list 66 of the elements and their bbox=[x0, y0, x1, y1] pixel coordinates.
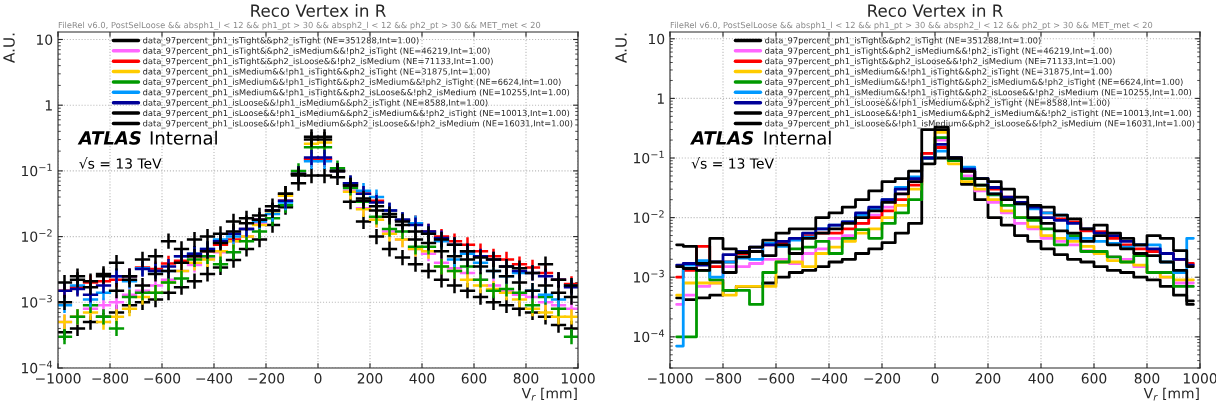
legend-label: data_97percent_ph1_isMedium&&!ph1_isTight&&ph2_isLoose&&!ph2_isMedium (NE=10255,Int=1.00) bbox=[143, 88, 570, 98]
legend-label: data_97percent_ph1_isMedium&&!ph1_isTight&&ph2_isLoose&&!ph2_isMedium (NE=10255,Int=1.00) bbox=[765, 88, 1192, 98]
y-tick-label: 10$^{−1}$ bbox=[634, 150, 664, 164]
x-tick-label: 600 bbox=[461, 373, 487, 384]
text: FileRel v6.0, PostSelLoose && absph1_l < 12 && ph1_pt > 30 && absph2_l < 12 && ph2_pt > 30 && MET_met < 20 bbox=[58, 21, 541, 30]
legend-label: data_97percent_ph1_isLoose&&!ph1_isMedium&&ph2_isTight (NE=8588,Int=1.00) bbox=[143, 99, 488, 108]
annotation: ATLAS bbox=[77, 131, 141, 145]
annotation: ATLAS bbox=[690, 131, 754, 145]
x-tick-label: 400 bbox=[409, 373, 435, 384]
text: FileRel v6.0, PostSelLoose && absph1_l < 12 && ph1_pt > 30 && absph2_l < 12 && ph2_pt > 30 && MET_met < 20 bbox=[670, 21, 1153, 30]
x-tick-label: 1000 bbox=[1183, 373, 1216, 384]
annotation: √s = 13 TeV bbox=[691, 157, 774, 169]
y-tick-label: 10$^{−4}$ bbox=[22, 360, 53, 374]
legend-label: data_97percent_ph1_isTight&&ph2_isTight (NE=351288,Int=1.00) bbox=[143, 37, 419, 46]
annotation: Internal bbox=[150, 130, 217, 145]
legend-label: data_97percent_ph1_isLoose&&!ph1_isMedium&&ph2_isMedium&&!ph2_isTight (NE=10013,Int=1.00) bbox=[143, 109, 570, 118]
legend-label: data_97percent_ph1_isMedium&&!ph1_isTight&&ph2_isMedium&&!ph2_isTight (NE=6624,Int=1.00) bbox=[143, 78, 561, 87]
y-tick-label: 10$^{−3}$ bbox=[22, 294, 52, 308]
x-tick-label: −200 bbox=[248, 373, 285, 384]
x-axis-title: V$_{r}$ [mm] bbox=[521, 387, 577, 401]
legend-label: data_97percent_ph1_isTight&&ph2_isLoose&&!ph2_isMedium (NE=71133,Int=1.00) bbox=[143, 57, 493, 67]
x-tick-label: −1000 bbox=[647, 373, 693, 384]
legend-label: data_97percent_ph1_isLoose&&!ph1_isMedium&&ph2_isMedium&&!ph2_isTight (NE=10013,Int=1.00) bbox=[765, 109, 1192, 118]
y-tick-label: 10$^{−2}$ bbox=[634, 210, 664, 223]
x-tick-label: 600 bbox=[1081, 373, 1107, 384]
y-tick-label: 1 bbox=[45, 100, 52, 111]
legend-label: data_97percent_ph1_isLoose&&!ph1_isMedium&&ph2_isTight (NE=8588,Int=1.00) bbox=[765, 99, 1110, 108]
x-tick-label: 200 bbox=[975, 373, 1001, 384]
x-tick-label: −600 bbox=[144, 373, 181, 384]
legend-label: data_97percent_ph1_isLoose&&!ph1_isMedium&&ph2_isLoose&&!ph2_isMedium (NE=16031,Int=1.00) bbox=[765, 120, 1195, 129]
x-tick-label: −600 bbox=[758, 373, 795, 384]
y-axis-title: A.U. bbox=[615, 33, 627, 63]
annotation: Internal bbox=[764, 130, 831, 145]
y-tick-label: 10$^{−4}$ bbox=[634, 329, 665, 343]
x-tick-label: −1000 bbox=[35, 373, 81, 384]
x-tick-label: −200 bbox=[864, 373, 901, 384]
legend-label: data_97percent_ph1_isTight&&ph2_isMedium&&!ph2_isTight (NE=46219,Int=1.00) bbox=[765, 47, 1112, 56]
legend-label: data_97percent_ph1_isTight&&ph2_isLoose&&!ph2_isMedium (NE=71133,Int=1.00) bbox=[765, 57, 1115, 67]
legend-label: data_97percent_ph1_isMedium&&!ph1_isTight&&ph2_isTight (NE=31875,Int=1.00) bbox=[143, 68, 490, 77]
annotation: √s = 13 TeV bbox=[79, 157, 162, 169]
y-tick-label: 1 bbox=[657, 93, 664, 104]
x-tick-label: 400 bbox=[1028, 373, 1054, 384]
chart-title: Reco Vertex in R bbox=[868, 4, 1003, 17]
legend-label: data_97percent_ph1_isMedium&&!ph1_isTight&&ph2_isTight (NE=31875,Int=1.00) bbox=[765, 68, 1112, 77]
y-tick-label: 10$^{−3}$ bbox=[634, 269, 664, 283]
y-tick-label: 10 bbox=[36, 34, 53, 45]
y-tick-label: 10$^{−1}$ bbox=[22, 163, 52, 177]
x-tick-label: −800 bbox=[705, 373, 742, 384]
legend-label: data_97percent_ph1_isTight&&ph2_isMedium&&!ph2_isTight (NE=46219,Int=1.00) bbox=[143, 47, 490, 56]
x-tick-label: −400 bbox=[196, 373, 233, 384]
legend-label: data_97percent_ph1_isTight&&ph2_isTight (NE=351288,Int=1.00) bbox=[765, 37, 1041, 46]
legend-label: data_97percent_ph1_isMedium&&!ph1_isTight&&ph2_isMedium&&!ph2_isTight (NE=6624,Int=1.00) bbox=[765, 78, 1183, 87]
y-axis-title: A.U. bbox=[3, 33, 15, 63]
x-tick-label: 800 bbox=[513, 373, 539, 384]
x-tick-label: 800 bbox=[1134, 373, 1160, 384]
x-axis-title: V$_{r}$ [mm] bbox=[1143, 387, 1199, 401]
x-tick-label: −800 bbox=[92, 373, 129, 384]
y-tick-label: 10 bbox=[648, 33, 665, 45]
legend-label: data_97percent_ph1_isLoose&&!ph1_isMedium&&ph2_isLoose&&!ph2_isMedium (NE=16031,Int=1.00) bbox=[143, 120, 573, 129]
x-tick-label: 0 bbox=[931, 373, 939, 384]
y-tick-label: 10$^{−2}$ bbox=[22, 229, 52, 242]
x-tick-label: 200 bbox=[357, 373, 383, 384]
chart-title: Reco Vertex in R bbox=[251, 4, 386, 17]
x-tick-label: −400 bbox=[811, 373, 848, 384]
x-tick-label: 1000 bbox=[561, 373, 595, 384]
x-tick-label: 0 bbox=[314, 373, 322, 384]
